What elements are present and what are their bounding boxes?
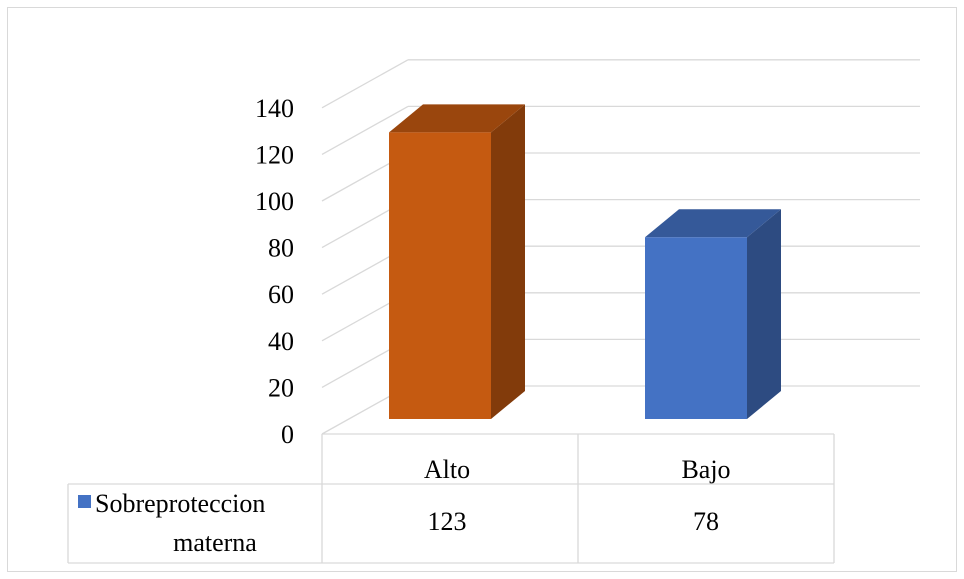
legend-label-line2: materna [173, 528, 257, 557]
category-label-alto: Alto [424, 455, 470, 484]
bar-front [389, 132, 491, 419]
legend-label-line1: Sobreproteccion [95, 489, 265, 518]
bar-top [389, 104, 525, 133]
y-tick-label: 80 [268, 234, 294, 263]
chart-frame [7, 7, 957, 572]
y-tick-label: 120 [255, 140, 294, 169]
gridline-depth [321, 59, 409, 109]
y-tick-label: 40 [268, 327, 294, 356]
y-axis-ticks: 0 20 40 60 80 100 120 140 [255, 94, 294, 449]
y-tick-label: 60 [268, 280, 294, 309]
data-table: Alto Bajo Sobreproteccion materna 123 78 [67, 433, 835, 564]
bar-bajo [645, 209, 781, 419]
bars [389, 104, 781, 419]
data-table-value-bajo: 78 [693, 507, 719, 536]
y-tick-label: 140 [255, 94, 294, 123]
bar-alto [389, 104, 525, 419]
bar-side [491, 104, 525, 419]
data-table-value-alto: 123 [428, 507, 467, 536]
bar-top [645, 209, 781, 238]
bar-front [645, 237, 747, 419]
y-tick-label: 0 [281, 420, 294, 449]
legend-swatch [78, 495, 91, 508]
category-label-bajo: Bajo [681, 455, 730, 484]
gridline-depth [321, 105, 409, 155]
y-tick-label: 20 [268, 373, 294, 402]
y-tick-label: 100 [255, 187, 294, 216]
bar-side [747, 209, 781, 419]
